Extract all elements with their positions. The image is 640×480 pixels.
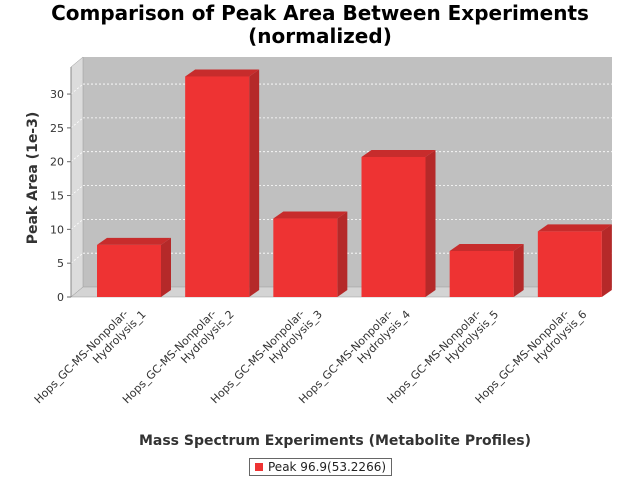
bar-top <box>273 211 348 219</box>
chart-title: Comparison of Peak Area Between Experime… <box>0 2 640 48</box>
gridline-depth <box>70 185 84 196</box>
bar-front <box>361 156 426 297</box>
x-axis-tick-labels: Hops_GC-MS-Nonpolar-Hydrolysis_1Hops_GC-… <box>32 307 590 406</box>
bar-front <box>185 76 250 298</box>
y-tick-label: 20 <box>50 156 64 169</box>
legend: Peak 96.9(53.2266) <box>249 458 393 476</box>
gridline-depth <box>70 219 84 230</box>
y-axis: 0 5 10 15 20 25 30 <box>50 67 72 304</box>
bar <box>97 237 171 297</box>
bar-top <box>537 224 612 232</box>
chart-title-line: Comparison of Peak Area Between Experime… <box>51 1 589 25</box>
x-tick-label-line: Hops_GC-MS-Nonpolar- <box>32 307 131 406</box>
bar-top <box>449 244 524 251</box>
bar-front <box>449 251 514 297</box>
bar <box>185 69 260 298</box>
bar-side <box>337 211 348 297</box>
y-tick-label: 15 <box>50 190 64 203</box>
y-tick-label: 25 <box>50 122 64 135</box>
y-tick-label: 10 <box>50 223 64 236</box>
bar <box>273 211 348 297</box>
bar-side <box>513 244 524 297</box>
y-tick-label: 5 <box>57 257 64 270</box>
bar <box>361 149 436 297</box>
y-axis-title: Peak Area (1e-3) <box>25 112 41 245</box>
plot-left-wall <box>70 56 84 298</box>
gridline-depth <box>70 151 84 163</box>
bar <box>449 244 524 297</box>
y-tick-label: 0 <box>57 291 64 304</box>
bar-front <box>97 244 161 297</box>
bar-top <box>361 149 436 157</box>
gridline-depth <box>70 83 84 95</box>
bar-side <box>425 149 436 297</box>
bar-top <box>97 237 171 245</box>
chart-title-line: (normalized) <box>248 24 392 48</box>
bars <box>97 69 612 298</box>
bar-side <box>601 224 612 297</box>
bar-front <box>273 218 338 297</box>
y-tick-label: 30 <box>50 88 64 101</box>
bar-front <box>537 231 602 297</box>
x-axis-title: Mass Spectrum Experiments (Metabolite Pr… <box>139 433 531 449</box>
gridline-depth <box>70 252 84 264</box>
gridline-depth <box>70 117 84 129</box>
bar-side <box>249 69 260 298</box>
bar-top <box>185 69 260 77</box>
legend-swatch <box>255 463 263 471</box>
bar <box>537 224 612 297</box>
legend-label: Peak 96.9(53.2266) <box>268 460 387 474</box>
gridlines <box>70 83 612 264</box>
bar-side <box>161 237 171 297</box>
